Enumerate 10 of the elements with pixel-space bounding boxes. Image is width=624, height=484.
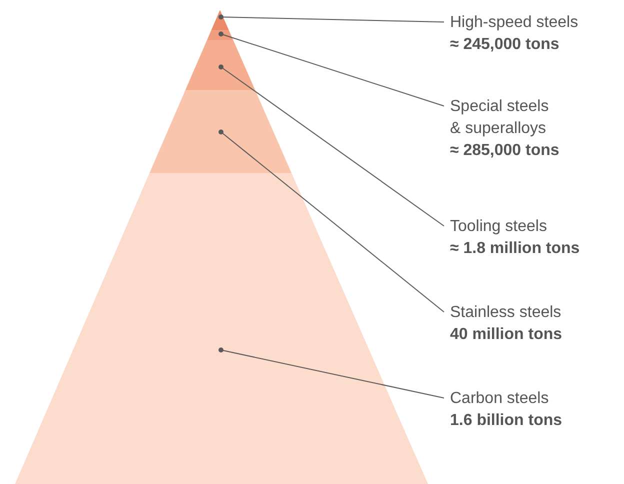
data-label: 40 million tons	[450, 325, 562, 345]
category-label: Special steels & superalloys	[450, 97, 550, 139]
data-label: 1.6 billion tons	[450, 411, 562, 431]
category-label: Carbon steels	[450, 389, 550, 409]
category-label: Tooling steels	[450, 217, 548, 237]
data-label: ≈ 1.8 million tons	[450, 239, 580, 259]
data-label: ≈ 245,000 tons	[450, 35, 560, 55]
data-label: ≈ 285,000 tons	[450, 141, 560, 161]
category-label: High-speed steels	[450, 13, 578, 33]
category-label: Stainless steels	[450, 303, 562, 323]
